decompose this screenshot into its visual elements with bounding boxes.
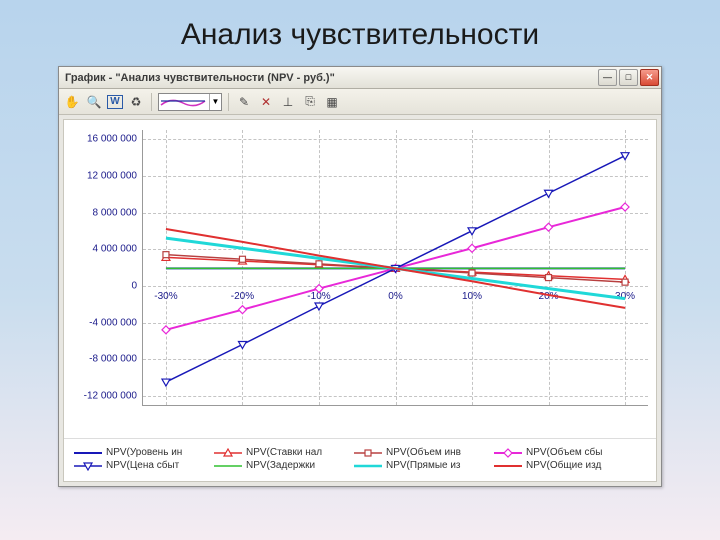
legend-item[interactable]: NPV(Уровень ин (74, 447, 202, 458)
legend-label: NPV(Задержки (246, 460, 315, 471)
legend-swatch (494, 461, 522, 471)
toolbar: ✋ 🔍 W ♻ ▼ ✎ ✕ ⊥ ⎘ ▦ (59, 89, 661, 115)
legend-label: NPV(Уровень ин (106, 447, 182, 458)
legend-item[interactable]: NPV(Прямые из (354, 460, 482, 471)
grid-icon[interactable]: ▦ (323, 93, 341, 111)
maximize-button[interactable]: □ (619, 69, 638, 86)
y-axis-label: 16 000 000 (87, 134, 143, 145)
legend-item[interactable]: NPV(Объем инв (354, 447, 482, 458)
refresh-icon[interactable]: ♻ (127, 93, 145, 111)
legend-label: NPV(Общие изд (526, 460, 601, 471)
close-button[interactable]: ✕ (640, 69, 659, 86)
slide-title: Анализ чувствительности (0, 0, 720, 66)
y-axis-label: -12 000 000 (84, 390, 143, 401)
legend-item[interactable]: NPV(Задержки (214, 460, 342, 471)
legend-label: NPV(Прямые из (386, 460, 461, 471)
legend-swatch (74, 448, 102, 458)
ruler-icon[interactable]: ⊥ (279, 93, 297, 111)
window-titlebar[interactable]: График - "Анализ чувствительности (NPV -… (59, 67, 661, 89)
y-axis-label: 4 000 000 (93, 244, 144, 255)
legend-swatch (214, 461, 242, 471)
legend-item[interactable]: NPV(Ставки нал (214, 447, 342, 458)
chevron-down-icon: ▼ (209, 94, 221, 110)
y-axis-label: 8 000 000 (93, 207, 144, 218)
legend-swatch (354, 461, 382, 471)
hand-icon[interactable]: ✋ (63, 93, 81, 111)
y-axis-label: 12 000 000 (87, 170, 143, 181)
series-NPV(Общие изд (143, 130, 648, 405)
axes-icon[interactable]: ✕ (257, 93, 275, 111)
legend-label: NPV(Цена сбыт (106, 460, 179, 471)
word-icon[interactable]: W (107, 95, 123, 109)
plot-area: -12 000 000-8 000 000-4 000 00004 000 00… (142, 130, 648, 406)
legend-item[interactable]: NPV(Объем сбы (494, 447, 622, 458)
y-axis-label: 0 (131, 280, 143, 291)
minimize-button[interactable]: — (598, 69, 617, 86)
y-axis-label: -4 000 000 (89, 317, 143, 328)
legend: NPV(Уровень ин NPV(Ставки нал NPV(Объем ин… (64, 438, 656, 481)
toolbar-separator (151, 93, 152, 111)
y-axis-label: -8 000 000 (89, 354, 143, 365)
line-style-combo[interactable]: ▼ (158, 93, 222, 111)
legend-swatch (354, 448, 382, 458)
window-controls: — □ ✕ (598, 69, 659, 86)
legend-label: NPV(Ставки нал (246, 447, 322, 458)
legend-label: NPV(Объем инв (386, 447, 461, 458)
legend-swatch (494, 448, 522, 458)
toolbar-separator (228, 93, 229, 111)
edit-icon[interactable]: ✎ (235, 93, 253, 111)
legend-swatch (74, 461, 102, 471)
copy-icon[interactable]: ⎘ (301, 93, 319, 111)
chart-area: -12 000 000 -8 000 000 -4 000 000 0 4 000 00… (63, 119, 657, 482)
legend-item[interactable]: NPV(Цена сбыт (74, 460, 202, 471)
legend-item[interactable]: NPV(Общие изд (494, 460, 622, 471)
zoom-icon[interactable]: 🔍 (85, 93, 103, 111)
legend-swatch (214, 448, 242, 458)
chart-window: График - "Анализ чувствительности (NPV -… (58, 66, 662, 487)
window-title: График - "Анализ чувствительности (NPV -… (65, 72, 598, 84)
legend-label: NPV(Объем сбы (526, 447, 602, 458)
